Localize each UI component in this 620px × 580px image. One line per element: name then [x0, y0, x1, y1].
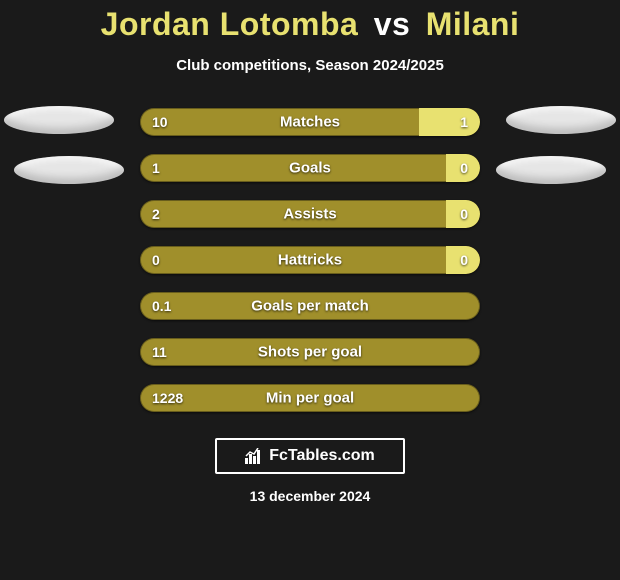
watermark: FcTables.com — [215, 438, 405, 474]
stat-row: 2 0 Assists — [140, 200, 480, 228]
header: Jordan Lotomba vs Milani Club competitio… — [0, 0, 620, 74]
watermark-text: FcTables.com — [269, 447, 375, 465]
stat-label: Goals — [289, 160, 331, 177]
stat-row-right-segment — [419, 108, 480, 136]
stat-row: 11 Shots per goal — [140, 338, 480, 366]
comparison-card: Jordan Lotomba vs Milani Club competitio… — [0, 0, 620, 580]
stat-value-left: 1228 — [152, 390, 183, 406]
chart-area: 101Matches10Goals20Assists00Hattricks0.1… — [0, 108, 620, 412]
stat-value-right: 0 — [460, 206, 468, 222]
stat-row: 10 1 Matches — [140, 108, 480, 136]
stat-rows: 101Matches10Goals20Assists00Hattricks0.1… — [140, 108, 480, 412]
stat-value-left: 1 — [152, 160, 160, 176]
stat-value-left: 11 — [152, 344, 167, 360]
vs-text: vs — [374, 6, 411, 42]
stat-value-left: 0.1 — [152, 298, 171, 314]
stat-value-right: 1 — [460, 114, 468, 130]
stat-value-left: 10 — [152, 114, 168, 130]
stat-value-left: 0 — [152, 252, 160, 268]
avatar-placeholder-right-2 — [496, 156, 606, 184]
stat-row: 1228 Min per goal — [140, 384, 480, 412]
chart-icon — [245, 448, 263, 464]
avatar-placeholder-left-1 — [4, 106, 114, 134]
page-title: Jordan Lotomba vs Milani — [0, 6, 620, 43]
stat-value-right: 0 — [460, 252, 468, 268]
avatar-placeholder-right-1 — [506, 106, 616, 134]
stat-row: 0.1 Goals per match — [140, 292, 480, 320]
stat-label: Hattricks — [278, 252, 342, 269]
player1-name: Jordan Lotomba — [101, 6, 359, 42]
stat-value-right: 0 — [460, 160, 468, 176]
date-text: 13 december 2024 — [0, 488, 620, 504]
stat-row: 0 0 Hattricks — [140, 246, 480, 274]
stat-value-left: 2 — [152, 206, 160, 222]
subtitle: Club competitions, Season 2024/2025 — [0, 57, 620, 74]
stat-row: 1 0 Goals — [140, 154, 480, 182]
stat-label: Shots per goal — [258, 344, 362, 361]
stat-label: Goals per match — [251, 298, 369, 315]
stat-label: Matches — [280, 114, 340, 131]
player2-name: Milani — [426, 6, 520, 42]
avatar-placeholder-left-2 — [14, 156, 124, 184]
stat-label: Assists — [283, 206, 336, 223]
stat-label: Min per goal — [266, 390, 354, 407]
